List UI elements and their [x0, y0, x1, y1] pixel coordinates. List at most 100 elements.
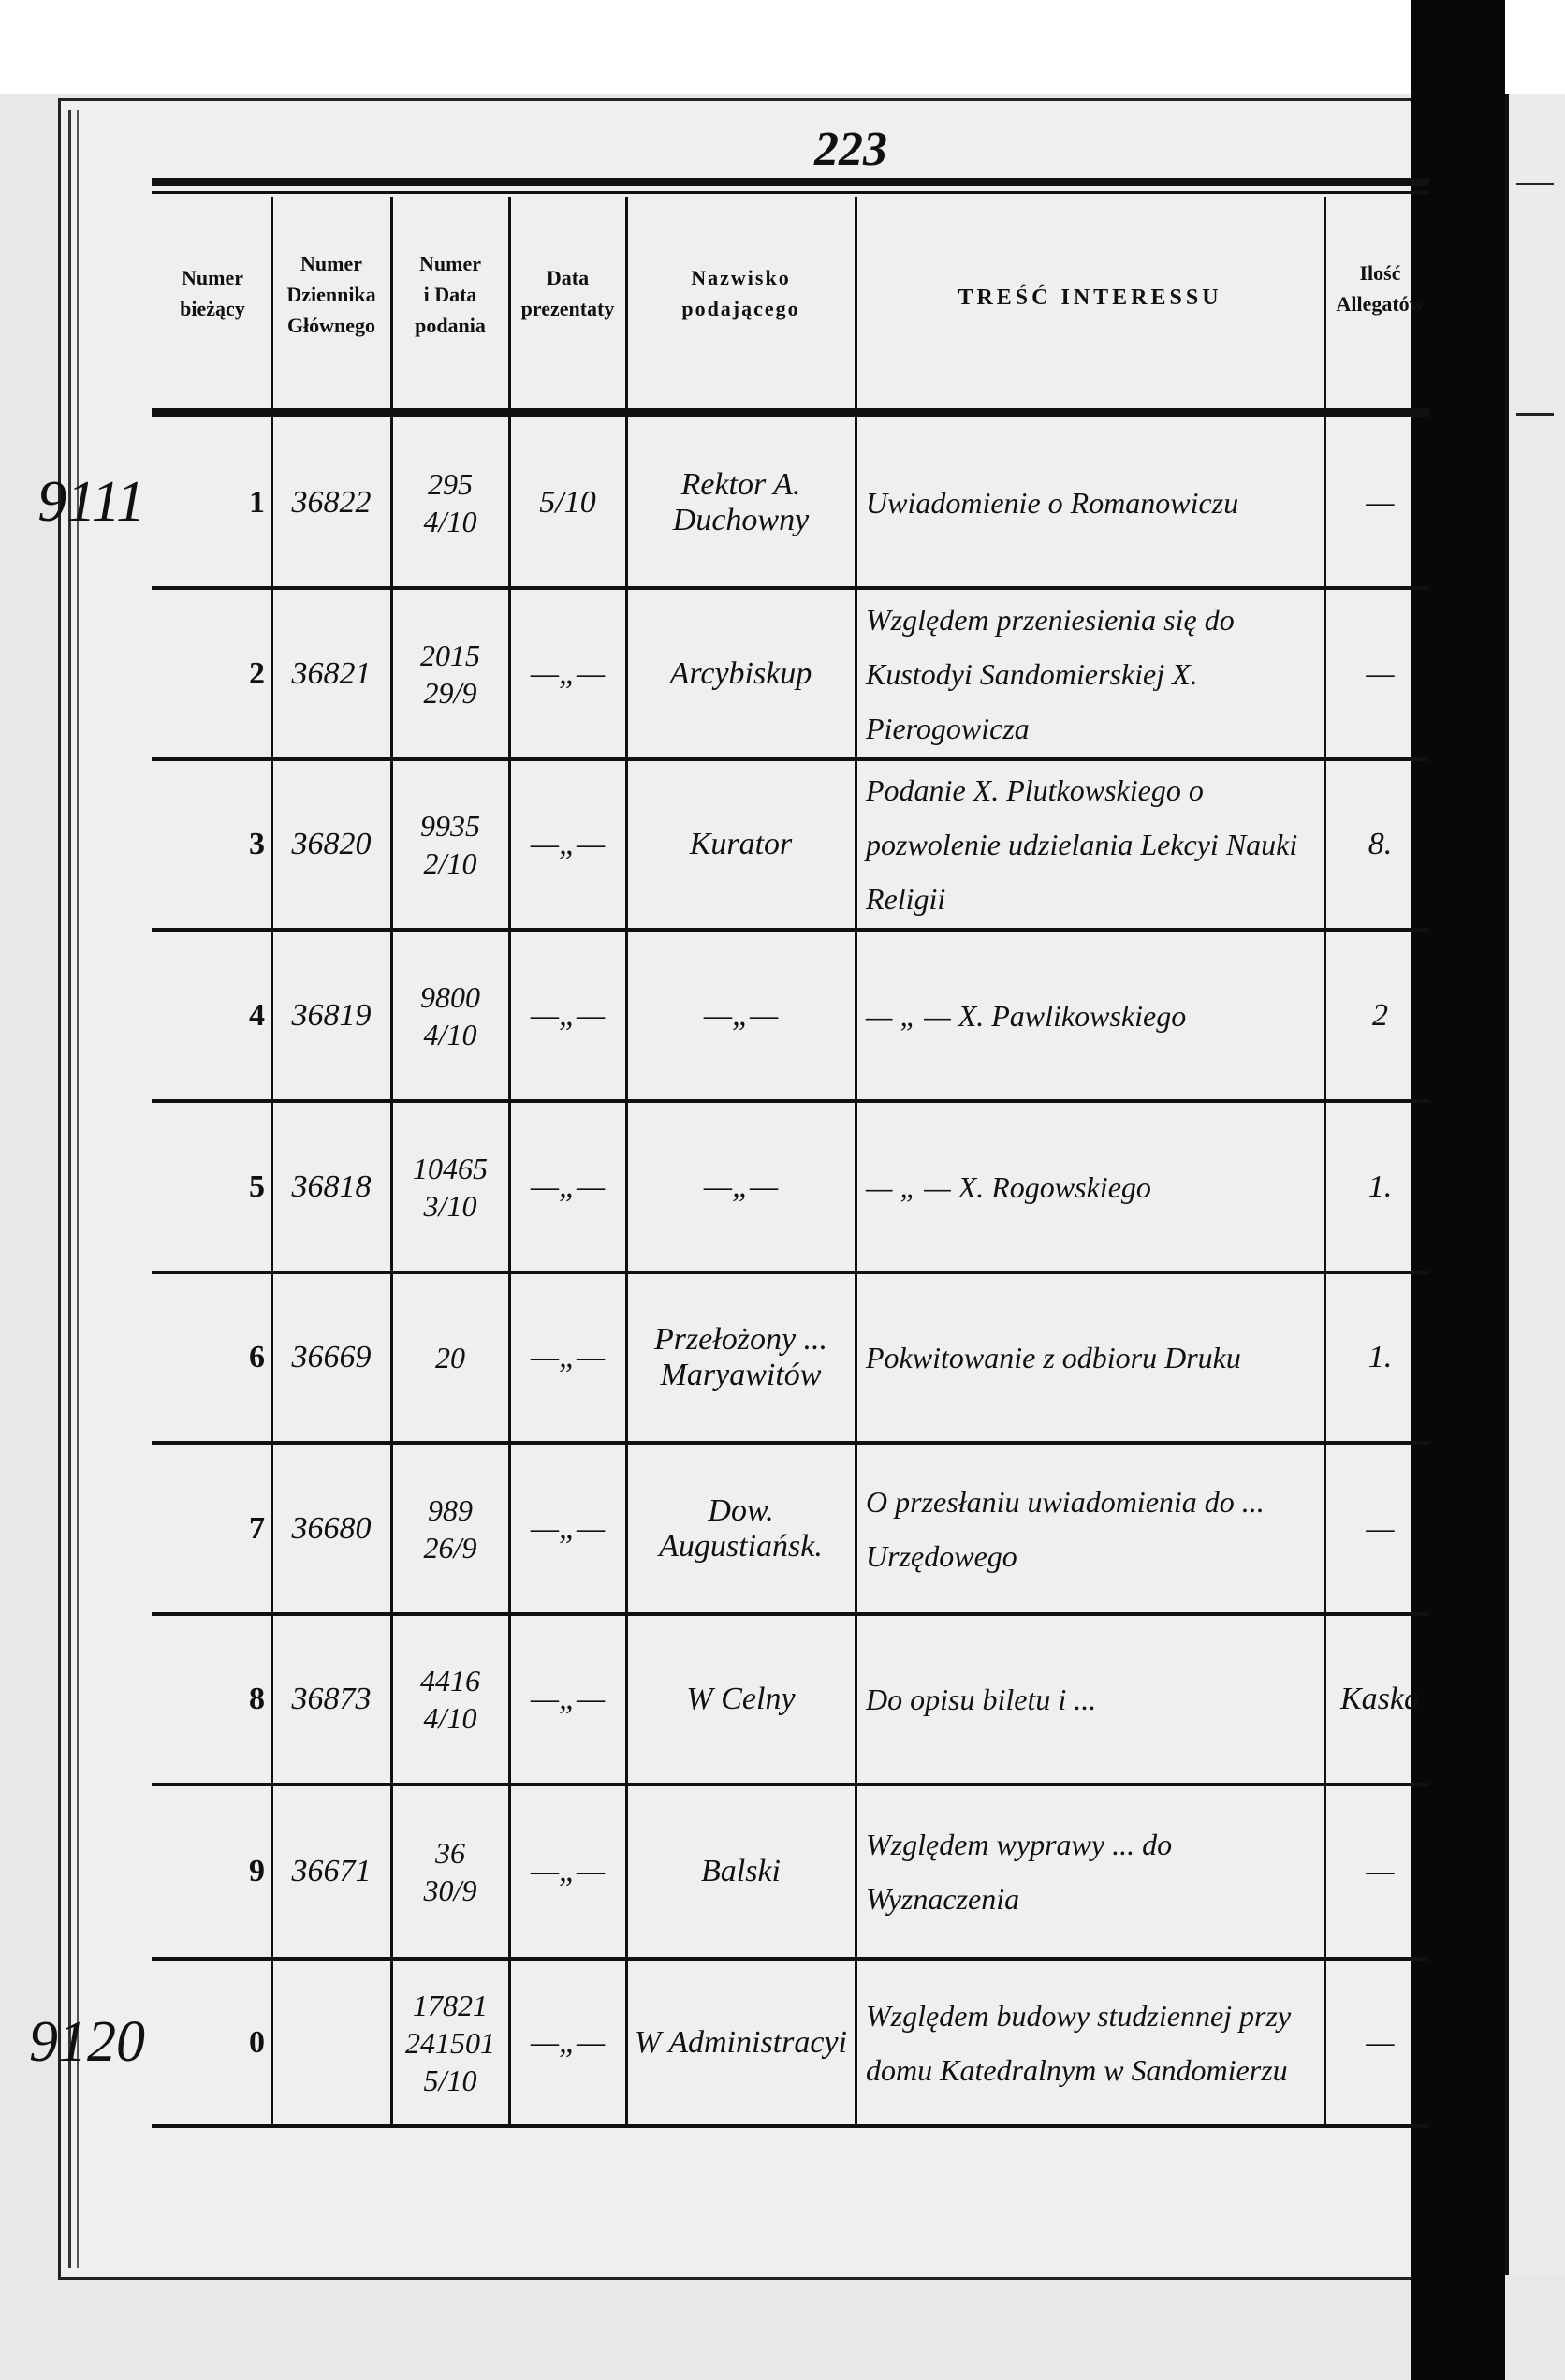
submitter-name: Balski	[701, 1854, 781, 1888]
column-divider	[625, 197, 628, 2127]
submission-line: 2/10	[423, 846, 477, 880]
submission-number-date: 17821 241501 5/10	[392, 1959, 508, 2126]
column-divider	[271, 197, 273, 2127]
submission-number-date: 295 4/10	[392, 417, 508, 588]
attachments-count: 8.	[1368, 827, 1393, 861]
matter-content: Uwiadomienie o Romanowiczu	[866, 485, 1239, 520]
presentation-date: —„—	[530, 1682, 606, 1716]
submission-number-date: 9800 4/10	[392, 930, 508, 1101]
submission-line: 9935	[420, 809, 480, 843]
submission-line: 4/10	[423, 1701, 477, 1735]
row-divider	[152, 1957, 1429, 1961]
header-line: Ilość	[1359, 261, 1401, 285]
header-numer-biezacy: Numer bieżący	[154, 262, 271, 324]
presentation-date: —„—	[530, 827, 606, 861]
matter-content: — „ — X. Rogowskiego	[866, 1169, 1151, 1204]
submission-line: 989	[428, 1492, 473, 1527]
presentation-date: —„—	[530, 1340, 606, 1374]
top-rule	[152, 178, 1429, 186]
presentation-date: —„—	[530, 1854, 606, 1888]
presentation-date: —„—	[530, 997, 606, 1033]
matter-content: Względem budowy studziennej przy domu Ka…	[866, 1998, 1292, 2087]
header-line: Allegatów	[1336, 292, 1425, 316]
header-bottom-rule	[152, 408, 1429, 417]
submitter-name: W Administracyi	[635, 2024, 847, 2060]
submitter-name: Dow. Augustiańsk.	[659, 1492, 823, 1564]
row-number: 1	[249, 484, 265, 520]
matter-content: Pokwitowanie z odbioru Druku	[866, 1341, 1241, 1374]
matter-content: Do opisu biletu i ...	[866, 1682, 1097, 1716]
row-number: 6	[249, 1340, 265, 1374]
row-divider	[152, 1441, 1429, 1445]
journal-number: 36822	[291, 484, 372, 520]
journal-number: 36680	[291, 1510, 372, 1546]
submission-line: 20	[435, 1341, 465, 1374]
attachments-count: —	[1366, 1854, 1395, 1888]
row-divider	[152, 1612, 1429, 1616]
header-numer-data: Numer i Data podania	[392, 248, 508, 341]
table-row: 8 36873 4416 4/10 —„— W Celny Do opisu biletu …	[152, 1614, 1429, 1786]
presentation-date: —„—	[530, 1510, 606, 1546]
attachments-count: —	[1366, 655, 1395, 691]
presentation-date: —„—	[530, 655, 606, 691]
submission-line: 4416	[420, 1664, 480, 1697]
submission-line: 241501	[405, 2025, 495, 2060]
header-line: prezentaty	[520, 297, 615, 320]
row-divider	[152, 1783, 1429, 1786]
submission-line: 26/9	[423, 1530, 477, 1565]
header-line: podania	[415, 314, 486, 337]
submitter-name: Arcybiskup	[669, 655, 812, 691]
journal-number: 36819	[291, 997, 372, 1033]
matter-content: Podanie X. Plutkowskiego o pozwolenie ud…	[866, 773, 1298, 916]
row-divider	[152, 1099, 1429, 1103]
submission-line: 5/10	[423, 2063, 477, 2097]
submission-line: 2015	[420, 638, 480, 672]
submission-number-date: 4416 4/10	[392, 1614, 508, 1785]
column-divider	[508, 197, 511, 2127]
journal-number: 36818	[291, 1168, 372, 1204]
submission-line: 4/10	[423, 1017, 477, 1051]
header-line: i Data	[423, 283, 477, 306]
attachments-count: —	[1366, 2024, 1395, 2060]
row-divider	[152, 1271, 1429, 1274]
header-numer-dziennika: Numer Dziennika Głównego	[272, 248, 390, 341]
journal-number	[272, 1959, 390, 2126]
table-row: 9 36671 36 30/9 —„— Balski Względem wyprawy ..…	[152, 1785, 1429, 1961]
table-row: 6 36669 20 —„— Przełożony ... Maryawitów Pokw…	[152, 1272, 1429, 1445]
header-data-prezentaty: Data prezentaty	[510, 262, 625, 324]
submission-number-date: 36 30/9	[392, 1785, 508, 1959]
row-number: 8	[249, 1682, 265, 1716]
top-rule-thin	[152, 191, 1429, 194]
table-row: 3 36820 9935 2/10 —„— Kurator Podanie X. Plutk…	[152, 759, 1429, 932]
row-divider	[152, 757, 1429, 761]
adjacent-page-rule	[1516, 413, 1554, 416]
header-line: Numer	[300, 252, 362, 275]
journal-number: 36671	[291, 1854, 372, 1888]
row-number: 5	[249, 1168, 265, 1204]
submission-line: 29/9	[423, 675, 477, 710]
column-divider	[1324, 197, 1326, 2127]
submitter-name: —„—	[703, 1168, 779, 1204]
matter-content: O przesłaniu uwiadomienia do ... Urzędow…	[866, 1484, 1265, 1573]
attachments-count: 2	[1372, 997, 1388, 1033]
header-line: podającego	[681, 297, 800, 320]
attachments-count: —	[1366, 1510, 1395, 1546]
row-divider	[152, 586, 1429, 590]
journal-number: 36821	[291, 655, 372, 691]
scan-background	[0, 0, 1565, 94]
row-number: 0	[249, 2024, 265, 2060]
submitter-name: Rektor A. Duchowny	[672, 466, 810, 537]
attachments-count: 1.	[1368, 1168, 1393, 1204]
row-number: 9	[249, 1854, 265, 1888]
header-line: Nazwisko	[691, 266, 791, 289]
submission-number-date: 2015 29/9	[392, 588, 508, 759]
row-divider	[152, 2124, 1429, 2128]
attachments-count: Kaska	[1340, 1682, 1420, 1716]
matter-content: Względem wyprawy ... do Wyznaczenia	[866, 1828, 1173, 1916]
header-line: bieżący	[180, 297, 245, 320]
presentation-date: 5/10	[539, 484, 596, 520]
submission-line: 9800	[420, 979, 480, 1014]
header-line: Głównego	[286, 314, 376, 337]
row-number: 7	[249, 1510, 265, 1546]
table-row: 7 36680 989 26/9 —„— Dow. Augustiańsk. O przes…	[152, 1443, 1429, 1616]
